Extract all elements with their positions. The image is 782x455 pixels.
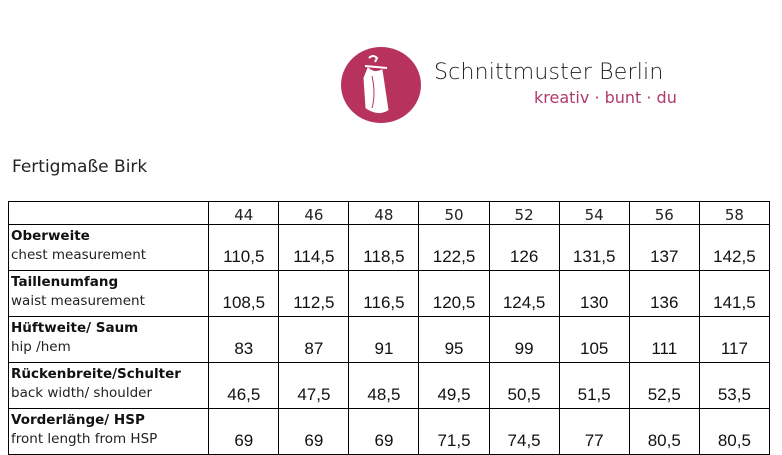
measurement-cell: 69: [278, 408, 350, 455]
row-label: Hüftweite/ Saum hip /hem: [7, 316, 210, 363]
measurement-cell: 116,5: [348, 270, 420, 317]
measurement-cell: 117: [698, 316, 771, 363]
measurement-cell: 87: [278, 316, 350, 363]
size-header: 52: [488, 201, 560, 225]
measurement-cell: 142,5: [698, 224, 771, 271]
table-row: Hüftweite/ Saum hip /hem 83 87 91 95 99 105 111 1…: [7, 316, 771, 363]
measurement-cell: 99: [488, 316, 560, 363]
size-header-row: 44 46 48 50 52 54 56 58: [7, 201, 771, 225]
measurement-cell: 112,5: [278, 270, 350, 317]
measurement-cell: 120,5: [418, 270, 490, 317]
size-header: 44: [208, 201, 280, 225]
brand-tagline: kreativ · bunt · du: [534, 88, 677, 107]
measurement-cell: 80,5: [628, 408, 700, 455]
size-header: 56: [628, 201, 700, 225]
table-row: Vorderlänge/ HSP front length from HSP 69 6…: [7, 408, 771, 455]
measurement-cell: 130: [558, 270, 630, 317]
header-empty-cell: [7, 201, 210, 225]
row-label: Oberweite chest measurement: [7, 224, 210, 271]
size-header: 58: [698, 201, 771, 225]
label-german: Rückenbreite/Schulter: [11, 366, 181, 382]
label-english: back width/ shoulder: [11, 385, 153, 401]
measurement-cell: 114,5: [278, 224, 350, 271]
row-label: Vorderlänge/ HSP front length from HSP: [7, 408, 210, 455]
size-header: 54: [558, 201, 630, 225]
label-german: Vorderlänge/ HSP: [11, 412, 145, 428]
brand-name: Schnittmuster Berlin: [434, 60, 664, 85]
measurement-cell: 49,5: [418, 362, 490, 409]
table-row: Taillenumfang waist measurement 108,5 112,5…: [7, 270, 771, 317]
measurement-cell: 77: [558, 408, 630, 455]
label-german: Taillenumfang: [11, 274, 119, 290]
size-header: 50: [418, 201, 490, 225]
measurement-cell: 141,5: [698, 270, 771, 317]
label-german: Hüftweite/ Saum: [11, 320, 139, 336]
measurement-cell: 51,5: [558, 362, 630, 409]
measurement-cell: 118,5: [348, 224, 420, 271]
measurement-cell: 122,5: [418, 224, 490, 271]
measurement-cell: 91: [348, 316, 420, 363]
label-english: waist measurement: [11, 293, 145, 309]
table-row: Oberweite chest measurement 110,5 114,5 118,…: [7, 224, 771, 271]
measurement-cell: 136: [628, 270, 700, 317]
label-english: front length from HSP: [11, 431, 158, 447]
measurement-cell: 80,5: [698, 408, 771, 455]
table-row: Rückenbreite/Schulter back width/ shoulde…: [7, 362, 771, 409]
measurement-cell: 52,5: [628, 362, 700, 409]
size-header: 46: [278, 201, 350, 225]
measurement-cell: 83: [208, 316, 280, 363]
measurement-table: 44 46 48 50 52 54 56 58 Oberweite chest measurem…: [7, 201, 771, 455]
label-english: chest measurement: [11, 247, 147, 263]
row-label: Taillenumfang waist measurement: [7, 270, 210, 317]
measurement-cell: 50,5: [488, 362, 560, 409]
measurement-cell: 71,5: [418, 408, 490, 455]
measurement-cell: 53,5: [698, 362, 771, 409]
measurement-cell: 108,5: [208, 270, 280, 317]
measurement-cell: 47,5: [278, 362, 350, 409]
measurement-cell: 95: [418, 316, 490, 363]
measurement-cell: 111: [628, 316, 700, 363]
measurement-cell: 105: [558, 316, 630, 363]
measurement-cell: 69: [348, 408, 420, 455]
measurement-cell: 69: [208, 408, 280, 455]
measurement-cell: 126: [488, 224, 560, 271]
measurement-cell: 48,5: [348, 362, 420, 409]
measurement-cell: 46,5: [208, 362, 280, 409]
measurement-cell: 74,5: [488, 408, 560, 455]
label-english: hip /hem: [11, 339, 71, 355]
measurement-cell: 110,5: [208, 224, 280, 271]
measurement-cell: 131,5: [558, 224, 630, 271]
page-title: Fertigmaße Birk: [12, 157, 148, 177]
measurement-cell: 137: [628, 224, 700, 271]
size-header: 48: [348, 201, 420, 225]
row-label: Rückenbreite/Schulter back width/ shoulde…: [7, 362, 210, 409]
measurement-cell: 124,5: [488, 270, 560, 317]
label-german: Oberweite: [11, 228, 90, 244]
logo-dress-on-hanger-icon: [341, 47, 421, 123]
